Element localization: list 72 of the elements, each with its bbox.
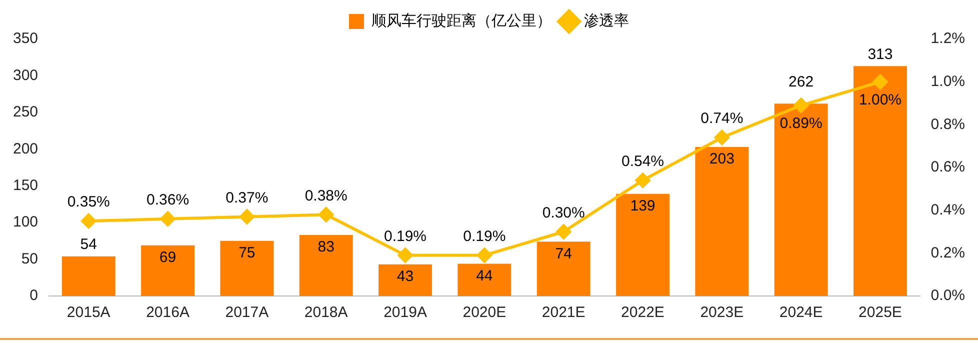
point xyxy=(635,172,650,188)
data-label: 44 xyxy=(476,267,493,284)
data-label: 0.37% xyxy=(226,189,268,206)
data-label: 69 xyxy=(159,248,176,266)
bar xyxy=(616,194,670,296)
point xyxy=(476,248,492,263)
y-tick-label: 150 xyxy=(12,177,38,194)
data-label: 54 xyxy=(80,236,97,253)
x-tick-label: 2024E xyxy=(779,304,823,322)
data-label: 1.00% xyxy=(858,91,902,108)
legend-label: 顺风车行驶距离（亿公里） xyxy=(372,12,552,30)
x-tick-label: 2020E xyxy=(462,304,506,322)
point xyxy=(556,224,572,240)
data-label: 43 xyxy=(396,268,414,286)
y-tick-label: 300 xyxy=(12,66,38,84)
point xyxy=(872,74,888,90)
bar xyxy=(299,235,353,296)
y-tick-label: 250 xyxy=(12,104,38,121)
y2-tick-label: 0.2% xyxy=(930,244,966,262)
x-tick-label: 2018A xyxy=(304,304,348,322)
y2-tick-label: 0.4% xyxy=(930,201,966,218)
data-label: 139 xyxy=(630,198,656,215)
y2-tick-label: 0.8% xyxy=(930,116,966,133)
bar xyxy=(141,245,194,296)
data-label: 262 xyxy=(788,73,814,90)
x-tick-label: 2016A xyxy=(146,304,190,322)
bar xyxy=(774,104,828,296)
data-label: 0.19% xyxy=(384,228,427,245)
bar xyxy=(378,264,432,296)
data-label: 74 xyxy=(555,245,572,262)
bar xyxy=(536,242,590,296)
bar xyxy=(695,146,749,296)
data-label: 0.38% xyxy=(304,187,348,204)
y-tick-label: 50 xyxy=(21,250,38,268)
y-tick-label: 0 xyxy=(30,287,38,304)
y2-tick-label: 1.2% xyxy=(930,30,966,48)
data-label: 75 xyxy=(238,244,256,262)
x-tick-label: 2019A xyxy=(384,304,427,322)
point xyxy=(81,214,96,229)
y2-tick-label: 1.0% xyxy=(930,72,966,90)
data-label: 0.35% xyxy=(67,194,110,211)
data-label: 0.89% xyxy=(780,115,822,132)
bar xyxy=(854,66,907,296)
data-label: 203 xyxy=(709,150,734,168)
point xyxy=(318,207,334,222)
point xyxy=(160,211,176,226)
bar xyxy=(458,264,512,296)
x-tick-label: 2025E xyxy=(858,304,902,322)
data-label: 83 xyxy=(318,238,334,256)
bar xyxy=(220,240,274,296)
legend-label: 渗透率 xyxy=(584,12,629,30)
data-label: 0.19% xyxy=(463,228,506,245)
data-label: 0.36% xyxy=(146,192,190,209)
y-tick-label: 200 xyxy=(12,140,38,158)
y-tick-label: 100 xyxy=(12,214,38,231)
x-tick-label: 2022E xyxy=(621,304,664,322)
x-tick-label: 2021E xyxy=(542,304,586,322)
bar xyxy=(62,256,116,296)
data-label: 0.30% xyxy=(542,204,585,222)
data-label: 313 xyxy=(868,46,893,63)
x-tick-label: 2015A xyxy=(66,304,110,322)
x-tick-label: 2017A xyxy=(225,304,269,322)
point xyxy=(239,209,254,224)
point xyxy=(398,248,413,263)
point xyxy=(714,130,730,146)
point xyxy=(794,98,809,113)
data-label: 0.54% xyxy=(621,152,664,170)
y-tick-label: 350 xyxy=(12,30,38,48)
x-tick-label: 2023E xyxy=(700,304,744,322)
y2-tick-label: 0.0% xyxy=(930,287,966,304)
data-label: 0.74% xyxy=(700,110,744,128)
y2-tick-label: 0.6% xyxy=(930,158,966,176)
